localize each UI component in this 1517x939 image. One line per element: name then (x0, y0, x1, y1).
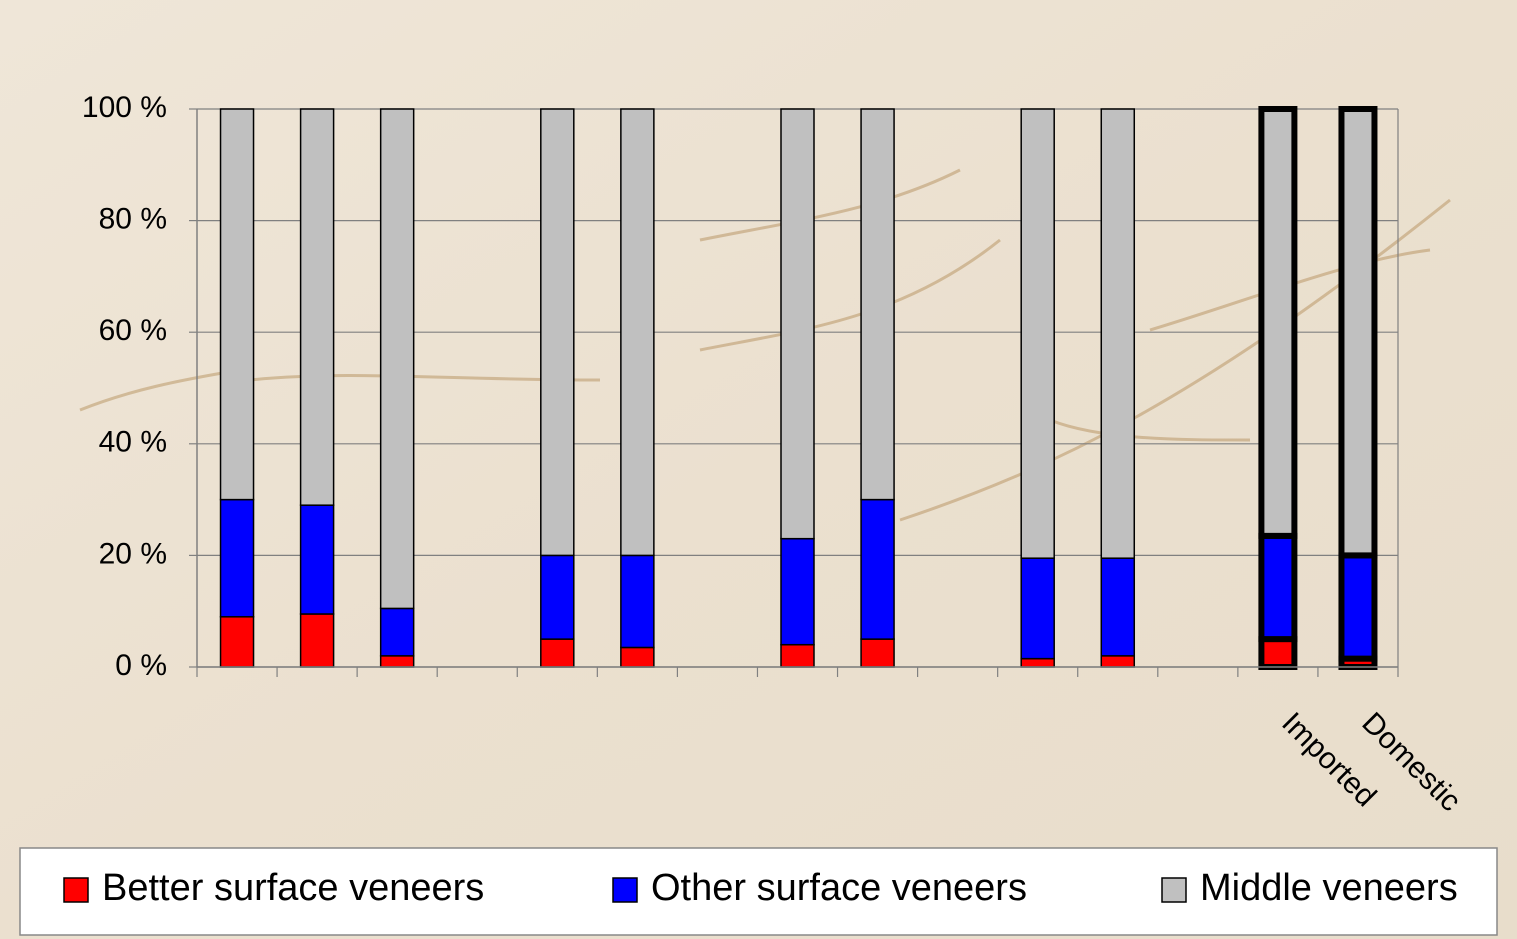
bar-segment (219, 498, 255, 618)
bar-segment (860, 638, 895, 668)
legend (19, 847, 1498, 936)
legend-label: Middle veneers (1200, 867, 1458, 909)
bar-segment (1258, 532, 1298, 643)
y-tick-label: 80 % (99, 203, 167, 236)
legend-swatch (1161, 877, 1187, 903)
y-tick-label: 100 % (82, 91, 167, 124)
bar-segment (1100, 108, 1136, 559)
bar-segment (620, 554, 655, 649)
bar-segment (379, 655, 415, 668)
bar-segment (1258, 106, 1298, 539)
bar-segment (1100, 655, 1136, 668)
bar-segment (780, 643, 815, 668)
bar-segment (620, 108, 655, 557)
bar-segment (860, 498, 895, 640)
bar-segment (1100, 557, 1136, 657)
bar-segment (1338, 552, 1378, 662)
bar-segment (1338, 106, 1378, 559)
bar-segment (219, 616, 255, 668)
bar-segment (379, 607, 415, 657)
legend-swatch (612, 877, 638, 903)
bar-segment (540, 638, 575, 668)
y-tick-label: 0 % (115, 649, 167, 682)
y-tick-label: 40 % (99, 426, 167, 459)
bar-segment (299, 613, 335, 668)
bar-segment (299, 108, 335, 506)
legend-swatch (63, 877, 89, 903)
bar-segment (219, 108, 255, 501)
bar-segment (1020, 657, 1055, 668)
bar-segment (780, 108, 815, 540)
y-tick-label: 20 % (99, 537, 167, 570)
legend-label: Better surface veneers (102, 867, 484, 909)
bar-segment (860, 108, 895, 501)
bar-segment (299, 504, 335, 615)
bar-segment (1020, 108, 1055, 559)
legend-label: Other surface veneers (651, 867, 1027, 909)
bar-segment (780, 537, 815, 646)
bar-segment (540, 554, 575, 640)
bar-segment (1020, 557, 1055, 660)
y-tick-label: 60 % (99, 314, 167, 347)
bar-segment (540, 108, 575, 557)
bar-segment (379, 108, 415, 610)
bar-segment (620, 646, 655, 668)
bar-segment (1258, 636, 1298, 670)
